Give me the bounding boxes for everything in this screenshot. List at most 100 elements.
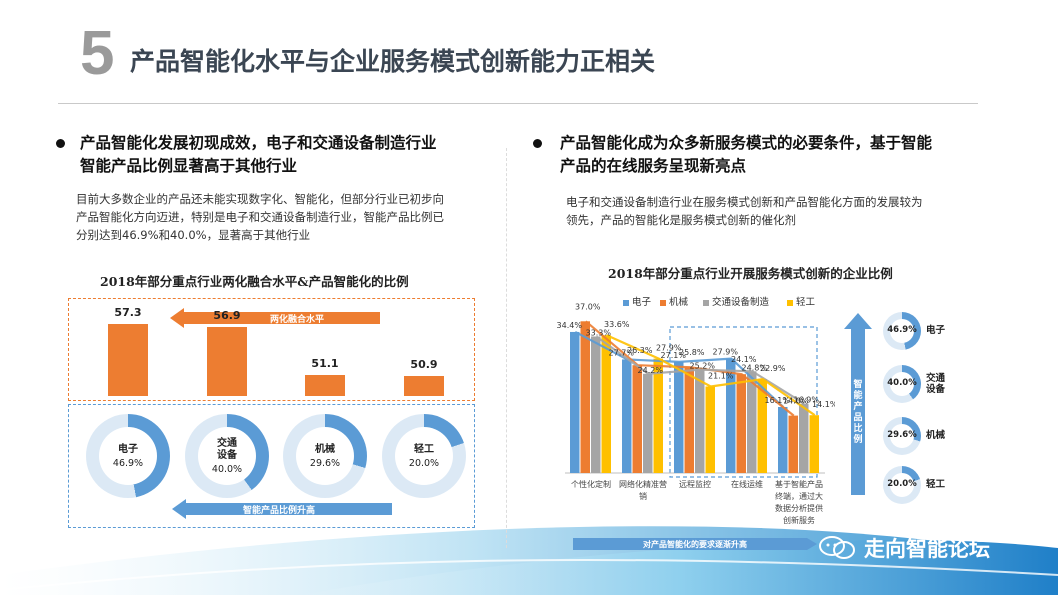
service-category-label: 创新服务 <box>783 515 815 525</box>
service-bar <box>705 386 715 473</box>
left-para-line3: 分别达到46.9%和40.0%，显著高于其他行业 <box>76 228 311 242</box>
service-category-label: 基于智能产品 <box>775 479 823 489</box>
side-donut-label: 交通设备 <box>926 373 946 395</box>
service-bar <box>695 369 705 473</box>
legend-label: 电子 <box>632 297 652 308</box>
service-category-label: 个性化定制 <box>571 479 611 489</box>
side-donut-center <box>890 424 914 448</box>
series-trend-line <box>574 330 784 408</box>
service-bar <box>799 403 809 473</box>
side-donut-label: 机械 <box>926 430 946 441</box>
service-category-label: 终端，通过大 <box>775 491 823 501</box>
donut-center: 交通 设备 40.0% <box>198 427 256 485</box>
side-donut-center <box>890 372 914 396</box>
service-bar <box>684 367 694 473</box>
right-para-line1: 电子和交通设备制造行业在服务模式创新和产品智能化方面的发展较为 <box>566 195 923 209</box>
integration-bar <box>305 374 345 396</box>
side-donut-center <box>890 473 914 497</box>
requirement-arrow <box>573 538 817 550</box>
left-heading: 产品智能化发展初现成效，电子和交通设备制造行业 智能产品比例显著高于其他行业 <box>80 132 437 178</box>
service-bar-label: 27.9% <box>713 348 739 357</box>
left-para-line2: 产品智能化方向迈进，特别是电子和交通设备制造行业，智能产品比例已 <box>76 210 444 224</box>
service-bar-label: 33.3% <box>586 328 612 337</box>
service-bar <box>570 331 580 473</box>
side-axis-label: 智能产品比例 <box>853 380 863 445</box>
integration-arrow <box>170 308 380 328</box>
integration-bar-label: 57.3 <box>114 305 142 319</box>
service-bar-label: 33.6% <box>604 320 630 329</box>
service-bar <box>736 374 746 473</box>
service-bar-label: 24.2% <box>638 366 664 375</box>
right-heading-line2: 产品的在线服务呈现新亮点 <box>560 157 747 175</box>
side-donut-label: 轻工 <box>926 479 946 490</box>
service-bar-label: 34.4% <box>557 321 583 330</box>
service-bar <box>643 373 653 473</box>
smart-product-donut: 电子 46.9% <box>86 414 170 498</box>
service-category-label: 数据分析提供 <box>775 503 823 513</box>
service-bar <box>726 358 736 473</box>
legend-item: 电子 <box>623 294 651 308</box>
service-bar <box>591 336 601 473</box>
side-donut <box>883 466 921 504</box>
donut-category-label: 机械 <box>315 443 335 455</box>
side-donut-value: 46.9% <box>887 325 917 335</box>
right-bullet <box>533 139 542 148</box>
donut-value-label: 20.0% <box>408 457 440 469</box>
integration-level-frame <box>68 298 475 401</box>
service-category-label: 销 <box>639 491 647 501</box>
donut-center: 电子 46.9% <box>99 427 157 485</box>
service-bar-label: 16.1% <box>765 396 791 405</box>
highlight-frame <box>669 326 818 478</box>
service-bar-label: 26.3% <box>627 346 653 355</box>
service-bar-label: 16.9% <box>794 396 820 405</box>
left-para-line1: 目前大多数企业的产品还未能实现数字化、智能化，但部分行业已初步向 <box>76 192 444 206</box>
left-heading-line1: 产品智能化发展初现成效，电子和交通设备制造行业 <box>80 134 437 152</box>
side-up-arrow <box>844 313 872 495</box>
side-donut-label: 电子 <box>926 325 946 336</box>
right-heading: 产品智能化成为众多新服务模式的必要条件，基于智能 产品的在线服务呈现新亮点 <box>560 132 932 178</box>
right-chart-svg: 34.4%27.7% 27.1% 27.9%16.1%37.0%26.3% 25.8%… <box>557 302 835 550</box>
slide-number: 5 <box>80 19 115 88</box>
service-bar <box>747 371 757 473</box>
legend-item: 轻工 <box>787 294 815 308</box>
side-donut-value: 20.0% <box>887 479 917 489</box>
legend-label: 轻工 <box>796 297 816 308</box>
donut-category-label: 交通 设备 <box>217 437 237 461</box>
wechat-icon <box>819 536 855 559</box>
service-bar <box>809 415 819 473</box>
service-bar <box>622 359 632 473</box>
series-trend-line <box>595 335 805 405</box>
legend-swatch <box>660 299 666 306</box>
smart-product-donut: 轻工 20.0% <box>382 414 466 498</box>
right-para-line2: 领先，产品的智能化是服务模式创新的催化剂 <box>566 213 796 227</box>
service-category-label: 网络化精准营 <box>619 479 667 489</box>
service-bar <box>632 365 642 473</box>
requirement-arrow-label: 对产品智能化的要求逐渐升高 <box>643 539 747 549</box>
left-bullet <box>56 139 65 148</box>
watermark-text: 走向智能论坛 <box>864 537 990 561</box>
series-trend-line <box>606 334 816 417</box>
service-bar <box>757 379 767 473</box>
right-heading-line1: 产品智能化成为众多新服务模式的必要条件，基于智能 <box>560 134 933 152</box>
side-donut <box>883 365 921 403</box>
side-donut-value: 29.6% <box>887 430 917 440</box>
integration-bar-label: 56.9 <box>213 309 241 323</box>
donut-center: 轻工 20.0% <box>395 427 453 485</box>
service-bar-label: 27.9% <box>656 344 682 353</box>
service-bar-label: 21.1% <box>708 371 734 380</box>
service-bar-label: 14.0% <box>783 397 809 406</box>
legend-item: 交通设备制造 <box>703 294 769 308</box>
service-bar <box>653 358 663 473</box>
side-donut <box>883 312 921 350</box>
smart-product-donut: 交通 设备 40.0% <box>185 414 269 498</box>
donut-value-label: 29.6% <box>309 457 341 469</box>
donut-center: 机械 29.6% <box>296 427 354 485</box>
integration-bar <box>207 327 247 396</box>
service-bar-label: 27.1% <box>661 351 687 360</box>
donut-value-label: 46.9% <box>112 457 144 469</box>
integration-bar-label: 51.1 <box>311 356 339 370</box>
slide-title: 产品智能化水平与企业服务模式创新能力正相关 <box>130 47 656 76</box>
service-category-label: 远程监控 <box>679 479 711 489</box>
service-bar <box>788 415 798 473</box>
integration-arrow-label: 两化融合水平 <box>270 315 325 325</box>
